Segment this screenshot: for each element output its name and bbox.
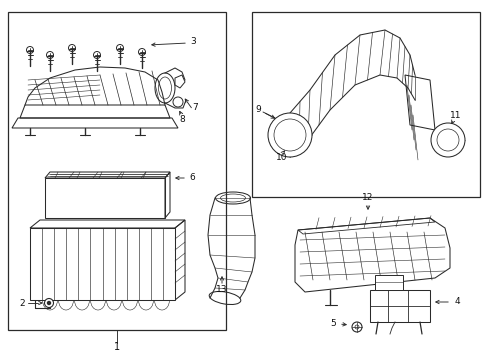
Bar <box>375 275 403 290</box>
Text: 10: 10 <box>276 153 288 162</box>
Circle shape <box>48 302 50 305</box>
Text: 9: 9 <box>255 105 261 114</box>
Circle shape <box>431 123 465 157</box>
Circle shape <box>173 97 183 107</box>
Circle shape <box>47 51 53 58</box>
Text: 4: 4 <box>454 297 460 306</box>
Text: 12: 12 <box>362 194 374 202</box>
Text: 7: 7 <box>192 104 198 112</box>
Circle shape <box>274 119 306 151</box>
Bar <box>8 12 226 330</box>
Circle shape <box>355 325 359 329</box>
Bar <box>370 290 430 322</box>
Text: 5: 5 <box>330 319 336 328</box>
Circle shape <box>352 322 362 332</box>
Bar <box>30 228 175 300</box>
Bar <box>252 12 480 197</box>
Text: 6: 6 <box>189 174 195 183</box>
Circle shape <box>117 45 123 51</box>
Text: 1: 1 <box>114 342 120 352</box>
Text: 2: 2 <box>19 298 25 307</box>
Circle shape <box>437 129 459 151</box>
Bar <box>45 178 165 218</box>
Text: 11: 11 <box>450 111 462 120</box>
Circle shape <box>139 49 146 55</box>
Circle shape <box>26 46 33 54</box>
Text: 13: 13 <box>216 285 228 294</box>
Circle shape <box>94 51 100 58</box>
Text: 8: 8 <box>179 116 185 125</box>
Text: 3: 3 <box>190 37 196 46</box>
Circle shape <box>45 298 53 307</box>
Circle shape <box>69 45 75 51</box>
Circle shape <box>268 113 312 157</box>
